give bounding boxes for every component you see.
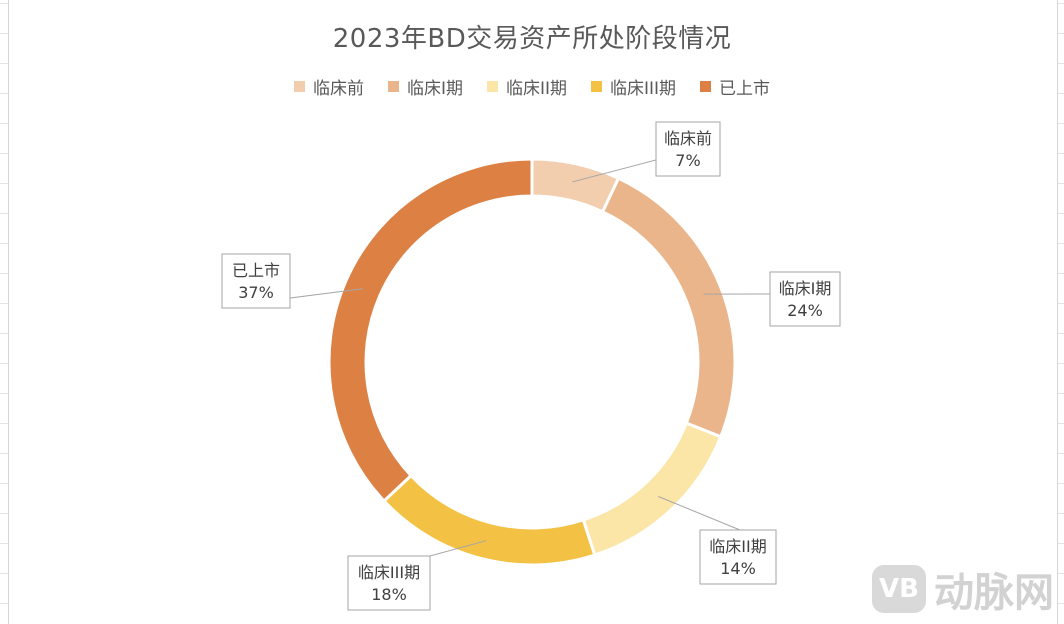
data-label-category-1: 临床I期 <box>779 279 832 298</box>
legend-label-3: 临床III期 <box>610 79 677 99</box>
chart-title: 2023年BD交易资产所处阶段情况 <box>332 24 732 54</box>
callout-box-4 <box>221 253 291 309</box>
watermark: VB 动脉网 <box>872 560 1054 618</box>
callout-box-0 <box>655 121 721 177</box>
legend-item-3[interactable]: 临床III期 <box>591 74 676 99</box>
legend-item-2[interactable]: 临床II期 <box>486 74 567 99</box>
legend-label-0: 临床前 <box>312 79 364 99</box>
data-label-category-3: 临床III期 <box>358 563 420 582</box>
data-label-value-0: 7% <box>675 151 700 170</box>
watermark-text: 动脉网 <box>934 570 1054 616</box>
legend-swatch-4 <box>700 81 712 92</box>
data-label-category-2: 临床II期 <box>709 537 766 556</box>
donut-slice-3[interactable] <box>381 473 597 567</box>
legend-swatch-2 <box>486 81 498 92</box>
data-label-category-0: 临床前 <box>664 129 712 148</box>
data-label-value-1: 24% <box>787 301 823 320</box>
donut-slice-4[interactable] <box>327 157 534 504</box>
data-label-category-4: 已上市 <box>232 261 280 280</box>
data-label-value-2: 14% <box>720 559 756 578</box>
data-label-value-3: 18% <box>371 585 407 604</box>
legend-swatch-1 <box>387 81 399 92</box>
legend-item-0[interactable]: 临床前 <box>293 74 364 99</box>
legend-item-4[interactable]: 已上市 <box>700 74 770 99</box>
watermark-logo-icon: VB <box>872 565 926 613</box>
callout-box-2 <box>699 529 777 585</box>
leader-line-2 <box>658 496 741 531</box>
callout-box-3 <box>347 555 431 611</box>
legend-swatch-3 <box>591 81 602 92</box>
legend-item-1[interactable]: 临床I期 <box>387 74 463 99</box>
data-label-value-4: 37% <box>238 283 274 302</box>
donut-slice-1[interactable] <box>600 176 737 439</box>
legend-label-1: 临床I期 <box>406 79 463 99</box>
legend-swatch-0 <box>293 81 305 92</box>
legend-label-4: 已上市 <box>719 79 771 99</box>
chart-area[interactable] <box>8 0 1058 624</box>
legend-label-2: 临床II期 <box>505 79 567 99</box>
legend[interactable]: 临床前 临床I期 临床II期 临床III期 已上市 <box>0 74 1064 99</box>
callout-box-1 <box>769 271 841 327</box>
